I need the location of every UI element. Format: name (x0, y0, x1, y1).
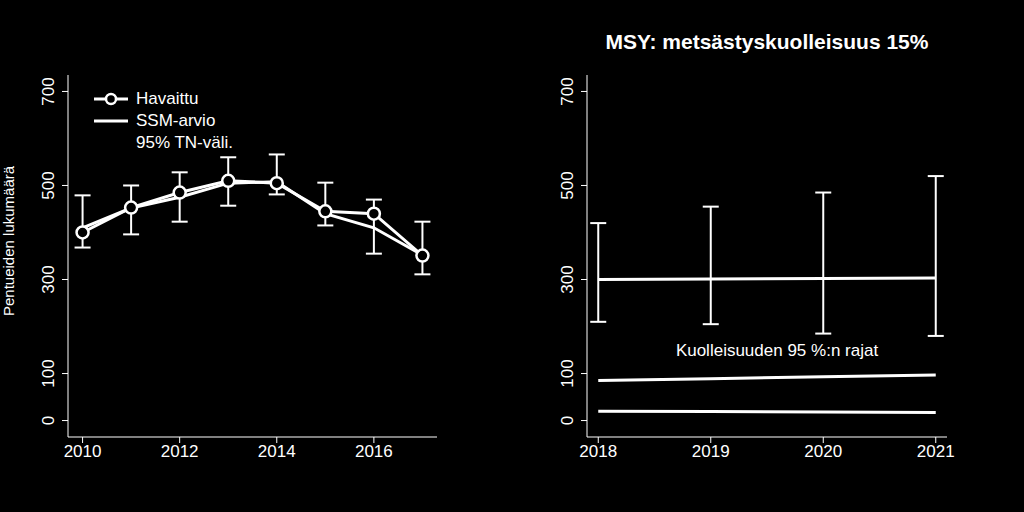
svg-text:300: 300 (558, 265, 577, 293)
svg-text:100: 100 (558, 359, 577, 387)
html-text:95% TN-väli.: 95% TN-väli. (136, 133, 233, 152)
svg-text:2021: 2021 (917, 442, 955, 461)
svg-text:2012: 2012 (161, 442, 199, 461)
svg-text:2018: 2018 (579, 442, 617, 461)
svg-text:0: 0 (39, 416, 58, 425)
svg-text:300: 300 (39, 265, 58, 293)
svg-text:2010: 2010 (64, 442, 102, 461)
svg-text:2014: 2014 (258, 442, 296, 461)
html-text:SSM-arvio: SSM-arvio (136, 111, 216, 130)
svg-text:700: 700 (558, 77, 577, 105)
svg-text:700: 700 (39, 77, 58, 105)
svg-text:100: 100 (39, 359, 58, 387)
svg-text:2016: 2016 (355, 442, 393, 461)
svg-text:Pentueiden lukumäärä: Pentueiden lukumäärä (8, 165, 17, 316)
html-text:MSY: metsästyskuolleisuus 15%: MSY: metsästyskuolleisuus 15% (605, 30, 929, 53)
svg-text:2020: 2020 (804, 442, 842, 461)
svg-text:2019: 2019 (692, 442, 730, 461)
svg-text:0: 0 (558, 416, 577, 425)
svg-text:500: 500 (39, 171, 58, 199)
html-text:Havaittu: Havaittu (136, 89, 199, 108)
html-text:Kuolleisuuden 95 %:n rajat: Kuolleisuuden 95 %:n rajat (675, 341, 879, 360)
svg-text:500: 500 (558, 171, 577, 199)
